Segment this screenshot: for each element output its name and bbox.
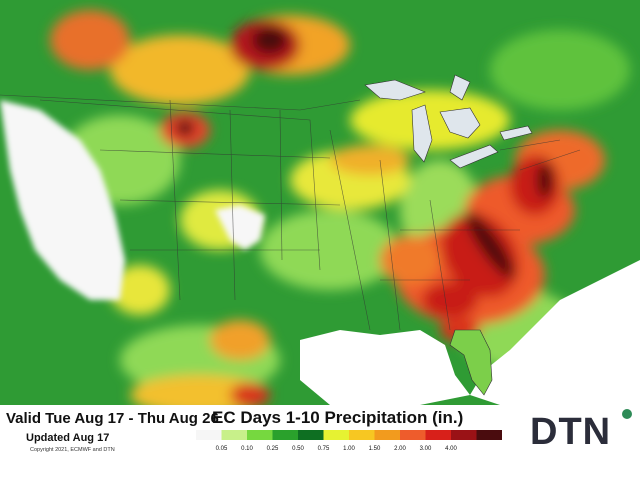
legend-swatch [272,430,298,440]
legend-swatch [221,430,247,440]
legend-swatch [323,430,349,440]
legend-label: 1.50 [369,446,381,452]
lake-ontario [499,125,533,141]
florida [449,329,493,396]
legend-label: 0.50 [292,446,304,452]
legend-label: 1.00 [343,446,355,452]
dtn-logo: DTN [530,411,612,453]
legend-swatch [425,430,451,440]
legend-swatch [298,430,324,440]
legend-swatch [349,430,375,440]
legend-swatch [476,430,502,440]
precip-legend: 0.05 0.10 0.25 0.50 0.75 1.00 1.50 2.00 3.00 4.00 [196,430,502,452]
legend-swatch [374,430,400,440]
updated-date: Updated Aug 17 [26,432,110,444]
legend-label: 0.25 [267,446,279,452]
lake-erie [449,144,499,169]
dtn-logo-mark-icon [622,409,632,419]
copyright-note: Copyright 2021, ECMWF and DTN [30,447,115,453]
legend-swatch [247,430,273,440]
legend-label: 0.05 [216,446,228,452]
legend-label: 4.00 [445,446,457,452]
map-footer: Valid Tue Aug 17 - Thu Aug 26 Updated Au… [0,405,640,480]
legend-label: 3.00 [420,446,432,452]
legend-swatch [196,430,222,440]
lake-huron [439,107,481,139]
dry-region-utah [215,205,265,250]
dry-region-west [0,100,125,300]
legend-swatch [451,430,477,440]
legend-label: 2.00 [394,446,406,452]
legend-label: 0.75 [318,446,330,452]
valid-period: Valid Tue Aug 17 - Thu Aug 26 [6,410,219,427]
precip-fields [50,10,630,405]
state-boundaries [0,94,581,331]
legend-swatch [400,430,426,440]
atlantic-ocean [470,260,640,405]
lake-michigan [411,104,433,163]
gulf-of-mexico [300,330,470,405]
map-title: EC Days 1-10 Precipitation (in.) [212,408,464,427]
precipitation-map [0,0,640,405]
lake-superior [364,79,426,101]
legend-label: 0.10 [241,446,253,452]
